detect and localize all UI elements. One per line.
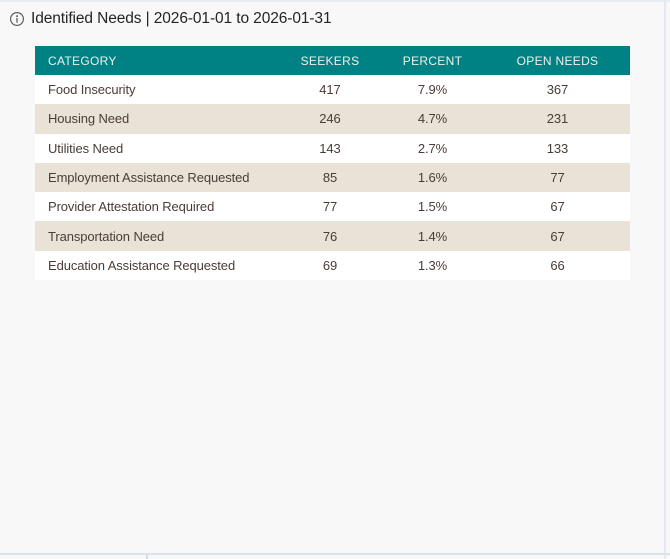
cell-open-needs: 367 [485, 75, 630, 105]
table-row: Employment Assistance Requested 85 1.6% … [35, 162, 630, 193]
cell-percent: 4.7% [380, 104, 485, 134]
column-header-open-needs[interactable]: OPEN NEEDS [485, 46, 630, 75]
cell-open-needs: 67 [485, 221, 630, 251]
cell-percent: 1.6% [380, 162, 485, 193]
identified-needs-table: CATEGORY SEEKERS PERCENT OPEN NEEDS Food… [35, 46, 630, 281]
cell-percent: 1.4% [380, 221, 485, 251]
cell-open-needs: 67 [485, 192, 630, 222]
cell-seekers: 85 [280, 162, 380, 193]
cell-percent: 1.5% [380, 192, 485, 222]
cell-percent: 2.7% [380, 133, 485, 163]
cell-category: Employment Assistance Requested [35, 162, 280, 193]
column-header-category[interactable]: CATEGORY [35, 46, 280, 75]
table-row: Provider Attestation Required 77 1.5% 67 [35, 192, 630, 222]
cell-percent: 1.3% [380, 250, 485, 281]
cell-seekers: 77 [280, 192, 380, 222]
column-header-seekers[interactable]: SEEKERS [280, 46, 380, 75]
panel-bottom-divider [146, 555, 148, 559]
cell-seekers: 246 [280, 104, 380, 134]
info-icon[interactable] [9, 11, 25, 27]
panel-bottom-border [0, 553, 670, 555]
cell-percent: 7.9% [380, 75, 485, 105]
cell-category: Food Insecurity [35, 75, 280, 105]
cell-category: Provider Attestation Required [35, 192, 280, 222]
cell-category: Utilities Need [35, 133, 280, 163]
cell-seekers: 76 [280, 221, 380, 251]
visual-title: Identified Needs | 2026-01-01 to 2026-01… [31, 10, 332, 27]
cell-open-needs: 77 [485, 162, 630, 193]
table-row: Transportation Need 76 1.4% 67 [35, 221, 630, 251]
cell-open-needs: 66 [485, 250, 630, 281]
cell-category: Housing Need [35, 104, 280, 134]
table-header-row: CATEGORY SEEKERS PERCENT OPEN NEEDS [35, 46, 630, 75]
cell-seekers: 69 [280, 250, 380, 281]
cell-open-needs: 133 [485, 133, 630, 163]
table-row: Education Assistance Requested 69 1.3% 6… [35, 250, 630, 281]
table-row: Food Insecurity 417 7.9% 367 [35, 75, 630, 105]
cell-seekers: 417 [280, 75, 380, 105]
table-row: Housing Need 246 4.7% 231 [35, 104, 630, 134]
cell-open-needs: 231 [485, 104, 630, 134]
panel-right-border [664, 0, 666, 559]
cell-seekers: 143 [280, 133, 380, 163]
cell-category: Transportation Need [35, 221, 280, 251]
cell-category: Education Assistance Requested [35, 250, 280, 281]
table-row: Utilities Need 143 2.7% 133 [35, 133, 630, 163]
panel-top-border [0, 0, 670, 2]
column-header-percent[interactable]: PERCENT [380, 46, 485, 75]
visual-header: Identified Needs | 2026-01-01 to 2026-01… [9, 10, 332, 28]
